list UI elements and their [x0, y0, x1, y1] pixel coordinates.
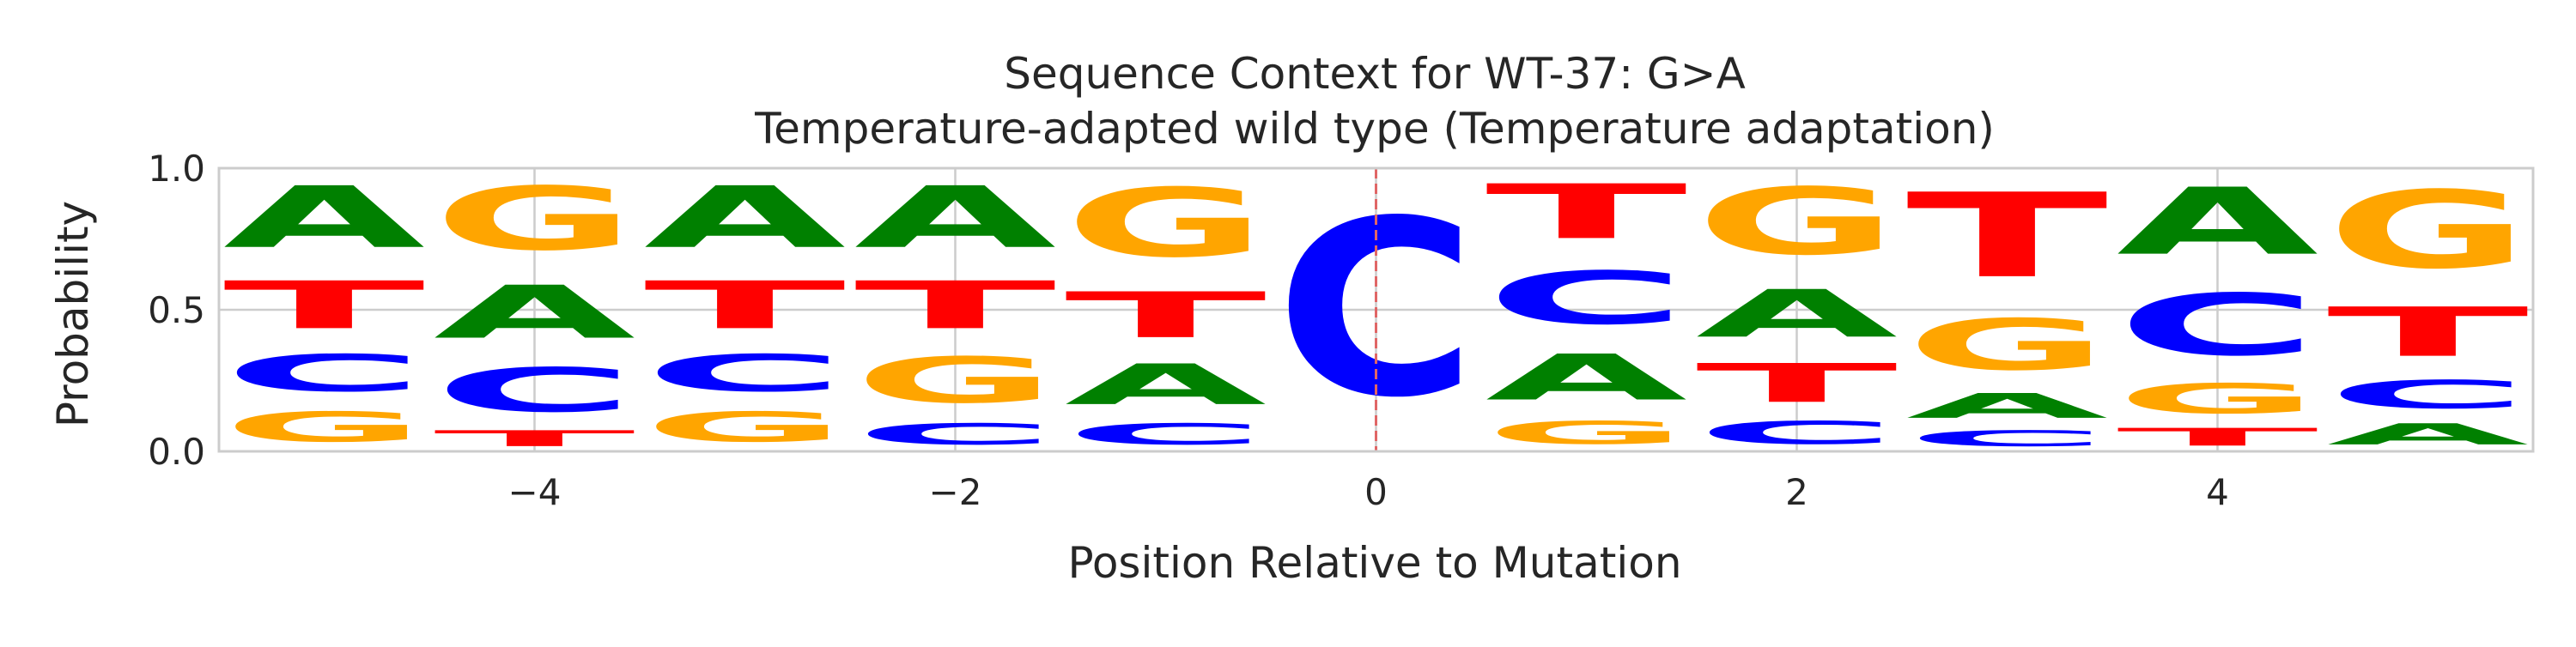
y-tick-label: 0.5	[148, 289, 205, 331]
chart-subtitle: Temperature-adapted wild type (Temperatu…	[754, 104, 1995, 154]
logo-letter-T: T	[2327, 293, 2529, 372]
logo-letter-C: C	[1065, 417, 1267, 451]
logo-letter-C: C	[2327, 372, 2529, 417]
chart-title: Sequence Context for WT-37: G>A	[1004, 49, 1746, 99]
logo-letter-C: C	[644, 344, 846, 403]
logo-letter-T: T	[1485, 169, 1687, 257]
logo-letter-G: G	[223, 403, 425, 451]
logo-letter-C: C	[1696, 414, 1898, 451]
logo-letter-C: C	[854, 417, 1056, 451]
logo-letter-T: T	[2117, 423, 2318, 451]
logo-letter-G: G	[854, 344, 1056, 417]
x-tick-label: −2	[929, 471, 982, 513]
logo-letter-G: G	[1696, 169, 1898, 276]
logo-letter-G: G	[2117, 375, 2318, 423]
logo-letter-G: G	[2327, 169, 2529, 293]
logo-letter-A: A	[644, 168, 846, 267]
logo-letter-A: A	[1065, 353, 1267, 418]
logo-letter-A: A	[223, 168, 425, 267]
logo-letter-A: A	[2327, 417, 2529, 450]
x-tick-label: −4	[508, 471, 562, 513]
logo-letter-A: A	[434, 270, 635, 355]
logo-letter-C: C	[223, 344, 425, 403]
tick-labels: −4 −2 0 2 4 0.0 0.5 1.0	[148, 148, 2229, 513]
y-tick-label: 1.0	[148, 148, 205, 190]
logo-letter-T: T	[854, 268, 1056, 344]
logo-letter-A: A	[2117, 168, 2318, 275]
logo-letter-G: G	[644, 403, 846, 451]
x-tick-label: 4	[2206, 471, 2229, 513]
plot-frame	[217, 166, 2535, 453]
logo-letter-A: A	[1696, 276, 1898, 353]
logo-letter-A: A	[1485, 342, 1687, 414]
logo-letter-C: C	[1485, 257, 1687, 342]
x-axis-label: Position Relative to Mutation	[1067, 538, 1681, 588]
logo-letter-A: A	[1906, 386, 2108, 426]
logo-letter-G: G	[1906, 304, 2108, 386]
logo-letter-T: T	[223, 268, 425, 344]
logo-letter-C: C	[434, 355, 635, 426]
overlay	[217, 166, 2535, 453]
y-tick-label: 0.0	[148, 431, 205, 473]
logo-letter-C: C	[2117, 276, 2318, 375]
logo-letter-T: T	[1696, 353, 1898, 414]
y-axis-label: Probability	[48, 201, 98, 427]
logo-letter-T: T	[1906, 168, 2110, 304]
logo-letter-T: T	[1065, 279, 1267, 352]
logo-letter-C: C	[1906, 426, 2108, 451]
logo-letter-A: A	[854, 168, 1056, 267]
logo-letter-T: T	[434, 426, 635, 451]
logo-letter-T: T	[644, 268, 846, 344]
x-tick-label: 2	[1785, 471, 1808, 513]
logo-letter-G: G	[434, 168, 635, 270]
x-tick-label: 0	[1364, 471, 1388, 513]
logo-letter-G: G	[1065, 169, 1267, 279]
logo-letter-G: G	[1485, 414, 1687, 451]
